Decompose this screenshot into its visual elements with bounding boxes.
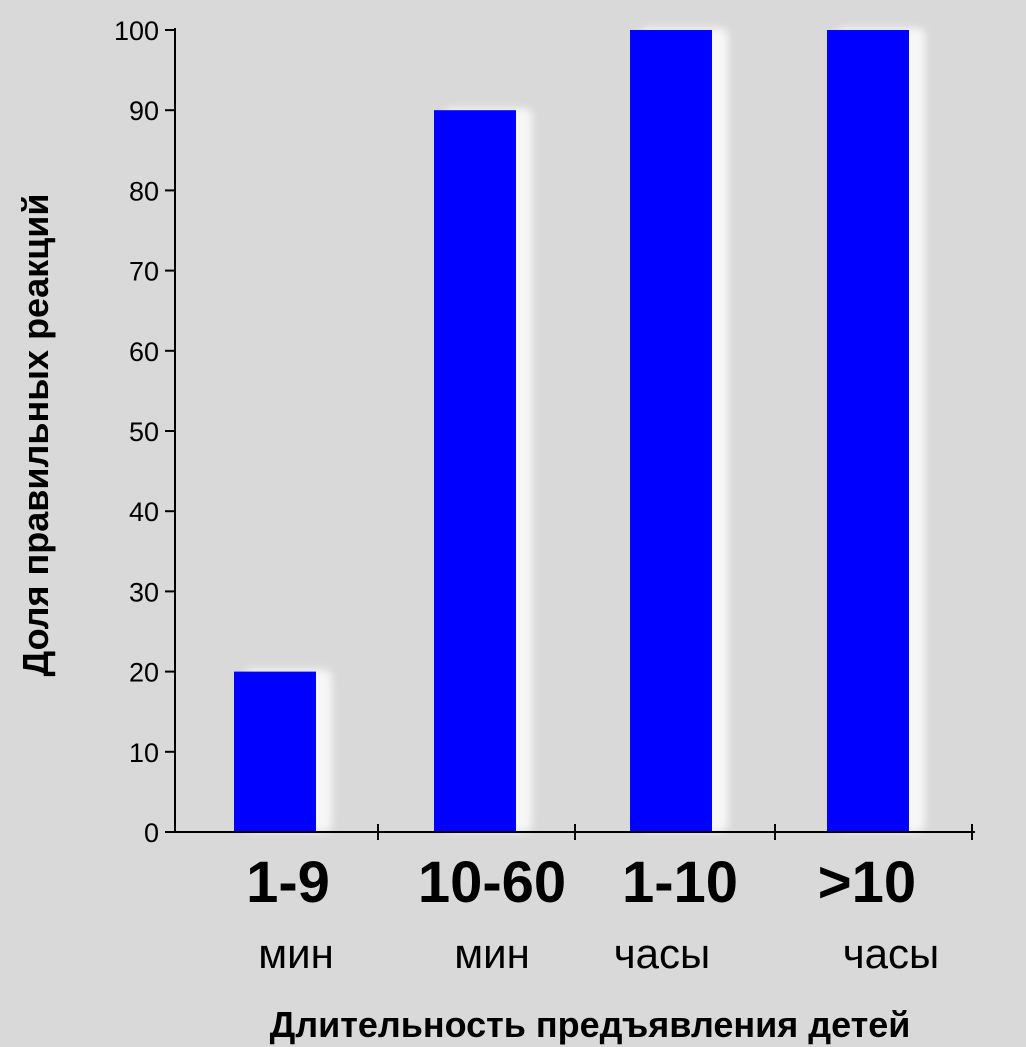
- labels-layer: 0 10 20 30 40 50 60 70 80 90 100 1-9 мин 10-60 мин 1-10…: [114, 16, 939, 977]
- x-axis-title: Длительность предъявления детей: [270, 1004, 911, 1045]
- y-tick-label: 60: [129, 337, 159, 367]
- bars-layer: [234, 28, 925, 832]
- y-tick-label: 80: [129, 176, 159, 206]
- x-category-label: >10: [818, 850, 916, 915]
- x-category-label: 1-9: [246, 850, 330, 915]
- y-tick-label: 10: [129, 738, 159, 768]
- y-tick-label: 0: [144, 818, 159, 848]
- bar: [630, 30, 712, 832]
- x-category-sublabel: мин: [454, 930, 530, 977]
- y-tick-label: 90: [129, 96, 159, 126]
- y-tick-label: 70: [129, 257, 159, 287]
- y-axis-title: Доля правильных реакций: [15, 193, 56, 676]
- axes-layer: [165, 28, 975, 840]
- x-category-sublabel: часы: [614, 930, 710, 977]
- bar: [234, 671, 316, 832]
- y-tick-label: 100: [114, 16, 159, 46]
- x-category-sublabel: мин: [258, 930, 334, 977]
- x-category-label: 1-10: [622, 850, 738, 915]
- y-tick-label: 30: [129, 577, 159, 607]
- y-tick-label: 40: [129, 497, 159, 527]
- x-category-label: 10-60: [418, 850, 566, 915]
- y-tick-label: 20: [129, 658, 159, 688]
- bar: [827, 30, 909, 832]
- bar: [434, 110, 516, 832]
- y-tick-label: 50: [129, 417, 159, 447]
- x-category-sublabel: часы: [843, 930, 939, 977]
